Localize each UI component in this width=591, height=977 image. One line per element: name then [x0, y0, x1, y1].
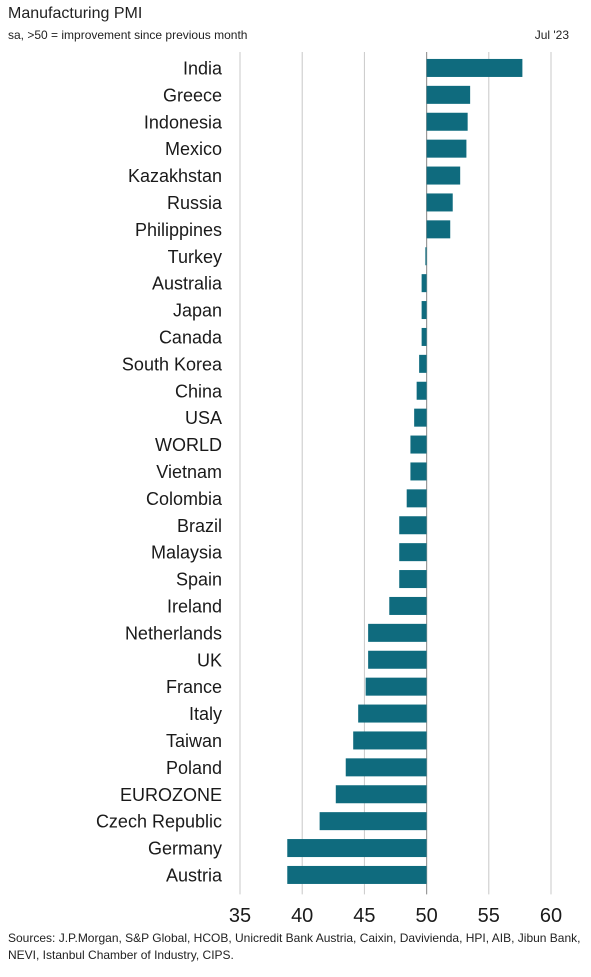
bar [389, 596, 427, 615]
category-label: France [166, 677, 222, 697]
category-label: Turkey [168, 247, 222, 267]
category-label: Kazakhstan [128, 166, 222, 186]
pmi-bar-chart: India Greece Indonesia Mexico Kazakhstan Russ… [96, 52, 562, 927]
category-label: Brazil [177, 516, 222, 536]
x-tick-label: 55 [478, 905, 500, 927]
category-label: Italy [189, 704, 222, 724]
category-label: India [183, 58, 223, 78]
bar [426, 193, 453, 212]
bar [287, 839, 427, 858]
bar [365, 677, 427, 696]
category-label: Malaysia [151, 543, 223, 563]
category-label: Spain [176, 570, 222, 590]
chart-subtitle: sa, >50 = improvement since previous mon… [8, 28, 248, 42]
bar [368, 623, 427, 642]
x-tick-label: 35 [229, 905, 251, 927]
bar [421, 327, 427, 346]
bar [416, 381, 427, 400]
category-label: Mexico [165, 139, 222, 159]
bar [319, 812, 427, 831]
bar [425, 247, 427, 266]
category-label: Japan [173, 301, 222, 321]
category-label: Taiwan [166, 731, 222, 751]
category-label: Ireland [167, 596, 222, 616]
bar [399, 516, 427, 535]
bar [353, 731, 427, 750]
bar [414, 408, 427, 427]
bar [399, 570, 427, 589]
chart-title: Manufacturing PMI [8, 5, 143, 22]
category-label: Netherlands [125, 623, 222, 643]
bar [426, 166, 461, 185]
bar [426, 220, 451, 239]
category-label: UK [197, 650, 222, 670]
category-label: Australia [152, 274, 223, 294]
category-label: Philippines [135, 220, 222, 240]
category-labels: India Greece Indonesia Mexico Kazakhstan Russ… [96, 58, 223, 885]
bars [287, 58, 523, 884]
bar [426, 112, 468, 131]
category-label: Vietnam [156, 462, 222, 482]
bar [358, 704, 427, 723]
category-label: Czech Republic [96, 812, 222, 832]
bar [406, 489, 427, 508]
bar [426, 139, 467, 158]
bar [426, 58, 523, 77]
category-label: Austria [166, 865, 223, 885]
category-label: Germany [148, 839, 222, 859]
category-label: China [175, 381, 223, 401]
bar [421, 301, 427, 320]
category-label: USA [185, 408, 222, 428]
bar [335, 785, 427, 804]
category-label: Poland [166, 758, 222, 778]
bar [410, 435, 427, 454]
category-label: South Korea [122, 354, 223, 374]
x-tick-label: 40 [291, 905, 313, 927]
x-tick-label: 45 [353, 905, 375, 927]
bar [287, 865, 427, 884]
x-tick-label: 60 [540, 905, 562, 927]
bar [426, 85, 471, 104]
category-label: Indonesia [144, 112, 223, 132]
bar [419, 354, 427, 373]
bar [399, 543, 427, 562]
bar [345, 758, 427, 777]
x-tick-label: 50 [415, 905, 437, 927]
category-label: Greece [163, 85, 222, 105]
category-label: Colombia [146, 489, 223, 509]
bar [368, 650, 427, 669]
category-label: Russia [167, 193, 223, 213]
period-label: Jul '23 [534, 28, 569, 42]
x-axis-ticks: 35 40 45 50 55 60 [229, 905, 562, 927]
sources-note: Sources: J.P.Morgan, S&P Global, HCOB, U… [8, 931, 581, 962]
category-label: WORLD [155, 435, 222, 455]
bar [410, 462, 427, 481]
category-label: EUROZONE [120, 785, 222, 805]
category-label: Canada [159, 327, 223, 347]
bar [421, 274, 427, 293]
